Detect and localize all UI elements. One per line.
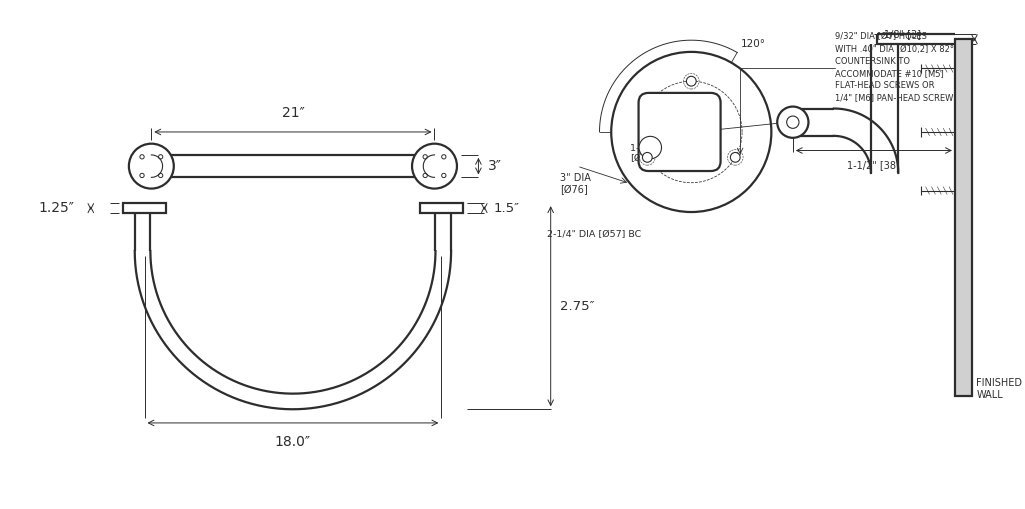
Text: 1/8" [3]: 1/8" [3]	[884, 30, 920, 39]
Circle shape	[129, 144, 174, 189]
Circle shape	[639, 136, 661, 159]
Circle shape	[731, 153, 740, 162]
Text: 21″: 21″	[282, 106, 304, 120]
Bar	[420, 203, 463, 213]
Text: 18.0″: 18.0″	[275, 435, 311, 448]
FancyBboxPatch shape	[639, 93, 721, 171]
Circle shape	[611, 52, 772, 212]
Text: 1-1/2" [38]: 1-1/2" [38]	[848, 160, 900, 171]
Bar	[955, 39, 973, 395]
Text: 2-1/4" DIA [Ø57] BC: 2-1/4" DIA [Ø57] BC	[546, 230, 641, 239]
Text: 2.75″: 2.75″	[561, 300, 596, 313]
Text: FINISHED
WALL: FINISHED WALL	[977, 378, 1022, 400]
Circle shape	[412, 144, 457, 189]
Circle shape	[643, 153, 652, 162]
Text: 1.25″: 1.25″	[38, 201, 74, 215]
Text: 120°: 120°	[741, 39, 766, 48]
Circle shape	[777, 106, 809, 138]
Bar	[123, 203, 166, 213]
Text: 1.5″: 1.5″	[494, 202, 520, 215]
Circle shape	[687, 76, 696, 86]
Text: 3" DIA
[Ø76]: 3" DIA [Ø76]	[561, 173, 591, 195]
Text: 1-1/4" DIA
[Ø32]: 1-1/4" DIA [Ø32]	[629, 144, 679, 163]
Text: 9/32" DIA [Ø7] HOLES
WITH .40" DIA [Ø10,2] X 82°
COUNTERSINK TO
ACCOMMODATE #10 : 9/32" DIA [Ø7] HOLES WITH .40" DIA [Ø10,…	[834, 33, 958, 102]
Text: 3″: 3″	[488, 159, 502, 173]
